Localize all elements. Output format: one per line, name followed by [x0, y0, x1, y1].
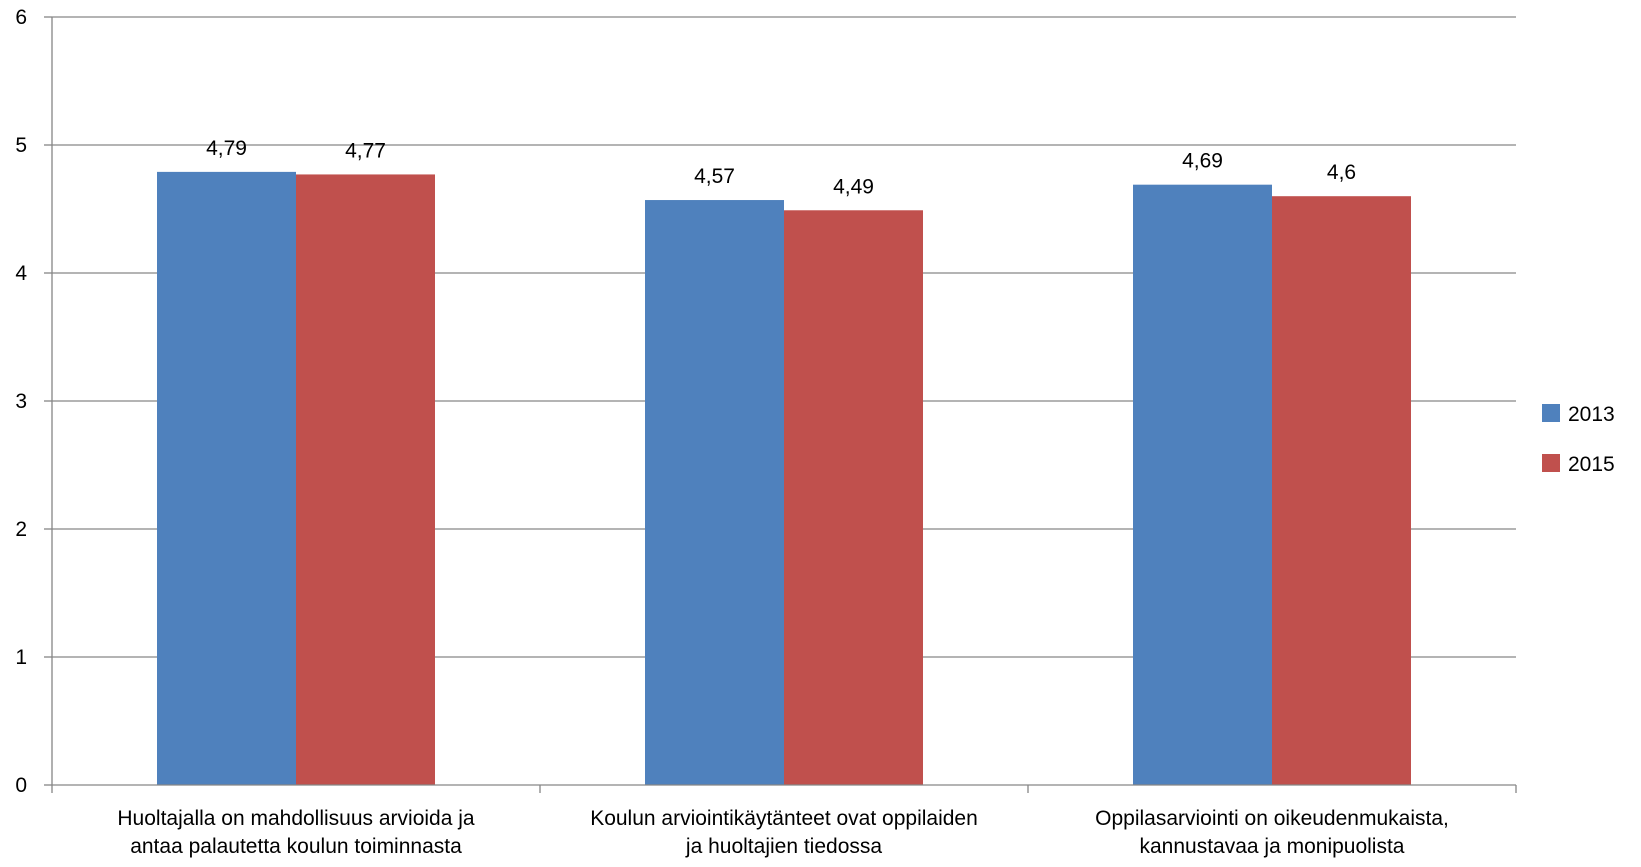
data-label: 4,6: [1327, 161, 1356, 184]
bars: [157, 171, 1411, 786]
y-tick-label: 0: [15, 774, 27, 797]
legend: 2013 2015: [1542, 403, 1615, 476]
bar-2015-2: [784, 210, 923, 785]
data-label: 4,69: [1182, 150, 1223, 173]
legend-swatch-2015: [1542, 454, 1560, 472]
y-tick-label: 4: [15, 262, 27, 285]
axes: 0 1 2 3 4 5 6 Huoltajalla on mahdollisuus arvio…: [15, 6, 1517, 858]
y-tick-label: 1: [15, 646, 27, 669]
legend-swatch-2013: [1542, 404, 1560, 422]
data-label: 4,79: [206, 137, 247, 160]
category-label: Oppilasarviointi on oikeudenmukaista,: [1095, 807, 1449, 830]
data-labels: 4,79 4,77 4,57 4,49 4,69 4,6: [206, 137, 1356, 198]
y-tick-label: 3: [15, 390, 27, 413]
y-tick-label: 5: [15, 134, 27, 157]
data-label: 4,77: [345, 139, 386, 162]
legend-label-2013: 2013: [1568, 403, 1615, 426]
bar-2015-3: [1272, 196, 1411, 785]
y-tick-label: 6: [15, 6, 27, 29]
category-label: Koulun arviointikäytänteet ovat oppilaid…: [590, 807, 978, 830]
legend-label-2015: 2015: [1568, 453, 1615, 476]
bar-2013-1: [157, 171, 296, 785]
category-label: ja huoltajien tiedossa: [685, 835, 882, 858]
data-label: 4,57: [694, 165, 735, 188]
category-label: kannustavaa ja monipuolista: [1139, 835, 1404, 858]
bar-2013-3: [1133, 184, 1272, 785]
data-label: 4,49: [833, 175, 874, 198]
y-tick-label: 2: [15, 518, 27, 541]
category-label: Huoltajalla on mahdollisuus arvioida ja: [117, 807, 475, 830]
bar-2013-2: [645, 200, 784, 786]
category-label: antaa palautetta koulun toiminnasta: [130, 835, 462, 858]
bar-2015-1: [296, 174, 435, 785]
